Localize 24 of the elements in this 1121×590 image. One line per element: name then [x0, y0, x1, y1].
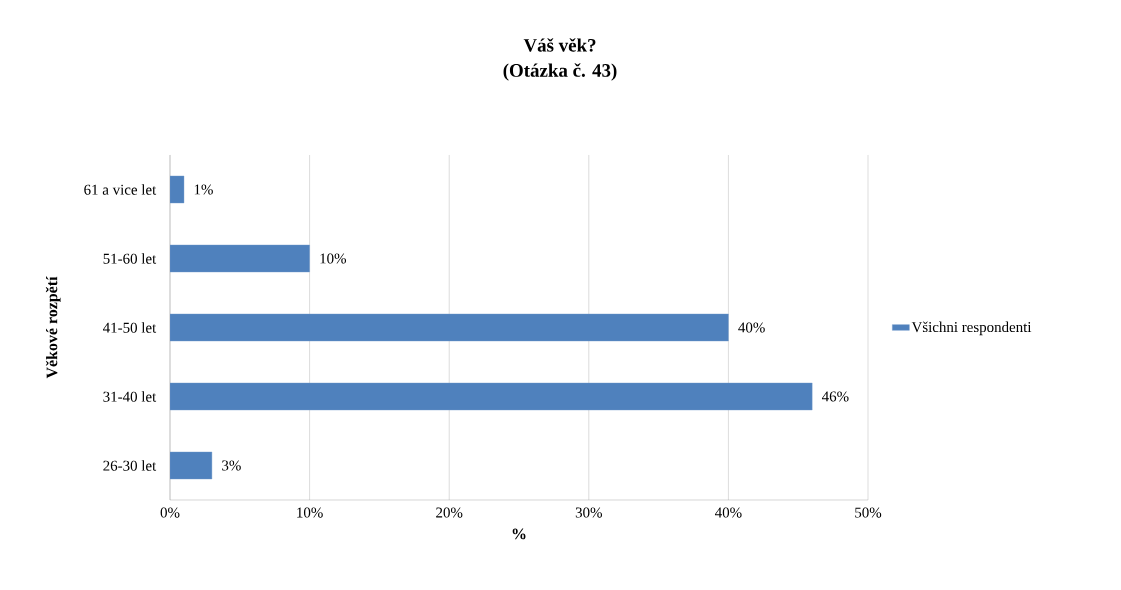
x-tick-label: 30% — [575, 507, 602, 518]
data-label: 1% — [194, 184, 213, 195]
y-tick-label: 26-30 let — [103, 460, 157, 471]
bar — [170, 244, 310, 273]
x-tick-label: 50% — [855, 507, 882, 518]
x-axis-title: % — [512, 528, 526, 540]
chart-title: Váš věk? — [523, 38, 596, 52]
chart-subtitle: (Otázka č. 43) — [503, 63, 617, 81]
y-tick-label: 61 a vice let — [84, 184, 157, 195]
bar — [170, 313, 729, 342]
bar — [170, 382, 813, 411]
x-tick-label: 0% — [160, 507, 180, 518]
x-tick-label: 20% — [436, 507, 463, 518]
y-tick-label: 41-50 let — [103, 322, 157, 333]
data-label: 40% — [738, 322, 765, 333]
x-tick-label: 40% — [715, 507, 742, 518]
data-label: 3% — [222, 460, 241, 471]
data-label: 10% — [320, 253, 347, 264]
y-tick-label: 31-40 let — [103, 391, 157, 402]
x-tick-label: 10% — [297, 507, 323, 518]
data-label: 46% — [821, 391, 849, 402]
y-axis-title: Věkové rozpětí — [45, 276, 61, 379]
y-tick-label: 51-60 let — [103, 253, 157, 264]
legend-label: Všichni respondenti — [911, 321, 1032, 336]
